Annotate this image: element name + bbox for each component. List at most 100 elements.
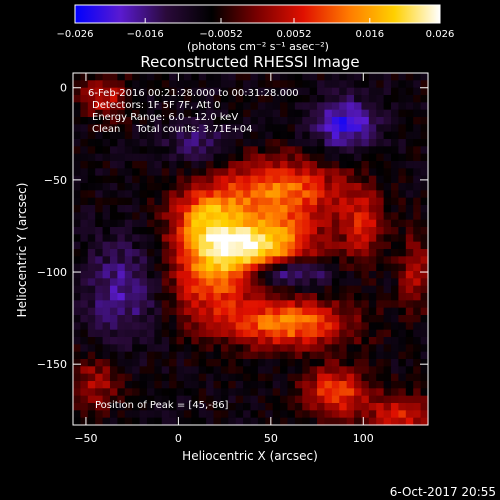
heatmap-cell xyxy=(309,410,318,419)
heatmap-cell xyxy=(228,102,237,111)
heatmap-cell xyxy=(124,73,133,81)
heatmap-cell xyxy=(309,256,318,265)
heatmap-cell xyxy=(280,337,289,345)
heatmap-cell xyxy=(265,278,274,287)
heatmap-cell xyxy=(191,131,200,140)
heatmap-cell xyxy=(413,153,422,162)
heatmap-cell xyxy=(376,131,385,140)
heatmap-cell xyxy=(161,256,170,265)
heatmap-cell xyxy=(161,146,170,155)
heatmap-cell xyxy=(235,307,244,316)
heatmap-cell xyxy=(73,124,81,133)
heatmap-cell xyxy=(250,256,259,265)
heatmap-cell xyxy=(420,322,429,331)
heatmap-cell xyxy=(198,300,207,309)
heatmap-cell xyxy=(368,161,377,169)
heatmap-cell xyxy=(228,139,237,147)
heatmap-cell xyxy=(206,234,215,243)
heatmap-cell xyxy=(183,395,192,404)
heatmap-cell xyxy=(346,395,355,404)
heatmap-cell xyxy=(250,417,259,426)
heatmap-cell xyxy=(146,395,155,404)
heatmap-cell xyxy=(361,366,370,375)
heatmap-cell xyxy=(391,307,400,316)
heatmap-cell xyxy=(361,307,370,316)
heatmap-cell xyxy=(146,212,155,221)
heatmap-cell xyxy=(280,381,289,389)
heatmap-cell xyxy=(169,307,178,316)
heatmap-cell xyxy=(132,80,141,89)
heatmap-cell xyxy=(102,249,111,257)
heatmap-cell xyxy=(413,278,422,287)
heatmap-cell xyxy=(132,271,141,279)
heatmap-cell xyxy=(146,344,155,353)
heatmap-cell xyxy=(324,278,333,287)
heatmap-cell xyxy=(124,293,133,301)
heatmap-cell xyxy=(309,234,318,243)
heatmap-cell xyxy=(183,307,192,316)
heatmap-cell xyxy=(383,322,392,331)
heatmap-cell xyxy=(87,219,96,228)
heatmap-cell xyxy=(361,241,370,250)
heatmap-cell xyxy=(398,278,407,287)
heatmap-cell xyxy=(280,80,289,89)
heatmap-cell xyxy=(146,381,155,389)
heatmap-cell xyxy=(339,219,348,228)
heatmap-cell xyxy=(139,117,148,125)
heatmap-cell xyxy=(280,175,289,184)
annotation-block: 6-Feb-2016 00:21:28.000 to 00:31:28.000 … xyxy=(88,88,299,135)
heatmap-cell xyxy=(235,337,244,345)
heatmap-cell xyxy=(413,351,422,360)
heatmap-cell xyxy=(228,95,237,103)
heatmap-cell xyxy=(324,241,333,250)
heatmap-cell xyxy=(161,322,170,331)
heatmap-cell xyxy=(331,278,340,287)
heatmap-cell xyxy=(405,293,414,301)
heatmap-cell xyxy=(213,366,222,375)
heatmap-cell xyxy=(154,175,163,184)
x-tick-label: 50 xyxy=(264,432,278,445)
heatmap-cell xyxy=(331,271,340,279)
heatmap-cell xyxy=(117,197,126,206)
heatmap-cell xyxy=(146,315,155,323)
heatmap-cell xyxy=(413,315,422,323)
heatmap-cell xyxy=(391,124,400,133)
heatmap-cell xyxy=(80,359,89,367)
heatmap-cell xyxy=(161,168,170,177)
heatmap-cell xyxy=(361,227,370,235)
heatmap-cell xyxy=(376,241,385,250)
heatmap-cell xyxy=(80,124,89,133)
heatmap-cell xyxy=(272,256,281,265)
heatmap-cell xyxy=(80,249,89,257)
heatmap-cell xyxy=(383,351,392,360)
heatmap-cell xyxy=(265,241,274,250)
heatmap-cell xyxy=(368,146,377,155)
heatmap-cell xyxy=(317,175,326,184)
heatmap-cell xyxy=(206,153,215,162)
heatmap-cell xyxy=(154,190,163,199)
heatmap-cell xyxy=(361,73,370,81)
heatmap-cell xyxy=(146,293,155,301)
heatmap-cell xyxy=(87,117,96,125)
heatmap-cell xyxy=(272,117,281,125)
heatmap-cell xyxy=(302,278,311,287)
heatmap-cell xyxy=(73,95,81,103)
heatmap-cell xyxy=(220,329,229,338)
heatmap-cell xyxy=(383,410,392,419)
heatmap-cell xyxy=(331,315,340,323)
heatmap-cell xyxy=(339,263,348,272)
heatmap-cell xyxy=(265,315,274,323)
heatmap-cell xyxy=(102,410,111,419)
heatmap-cell xyxy=(302,175,311,184)
heatmap-cell xyxy=(265,271,274,279)
heatmap-cell xyxy=(383,241,392,250)
heatmap-cell xyxy=(146,234,155,243)
heatmap-cell xyxy=(132,197,141,206)
heatmap-cell xyxy=(146,359,155,367)
heatmap-cell xyxy=(324,161,333,169)
heatmap-cell xyxy=(376,329,385,338)
heatmap-cell xyxy=(169,300,178,309)
heatmap-cell xyxy=(124,410,133,419)
heatmap-cell xyxy=(102,234,111,243)
heatmap-cell xyxy=(146,373,155,382)
